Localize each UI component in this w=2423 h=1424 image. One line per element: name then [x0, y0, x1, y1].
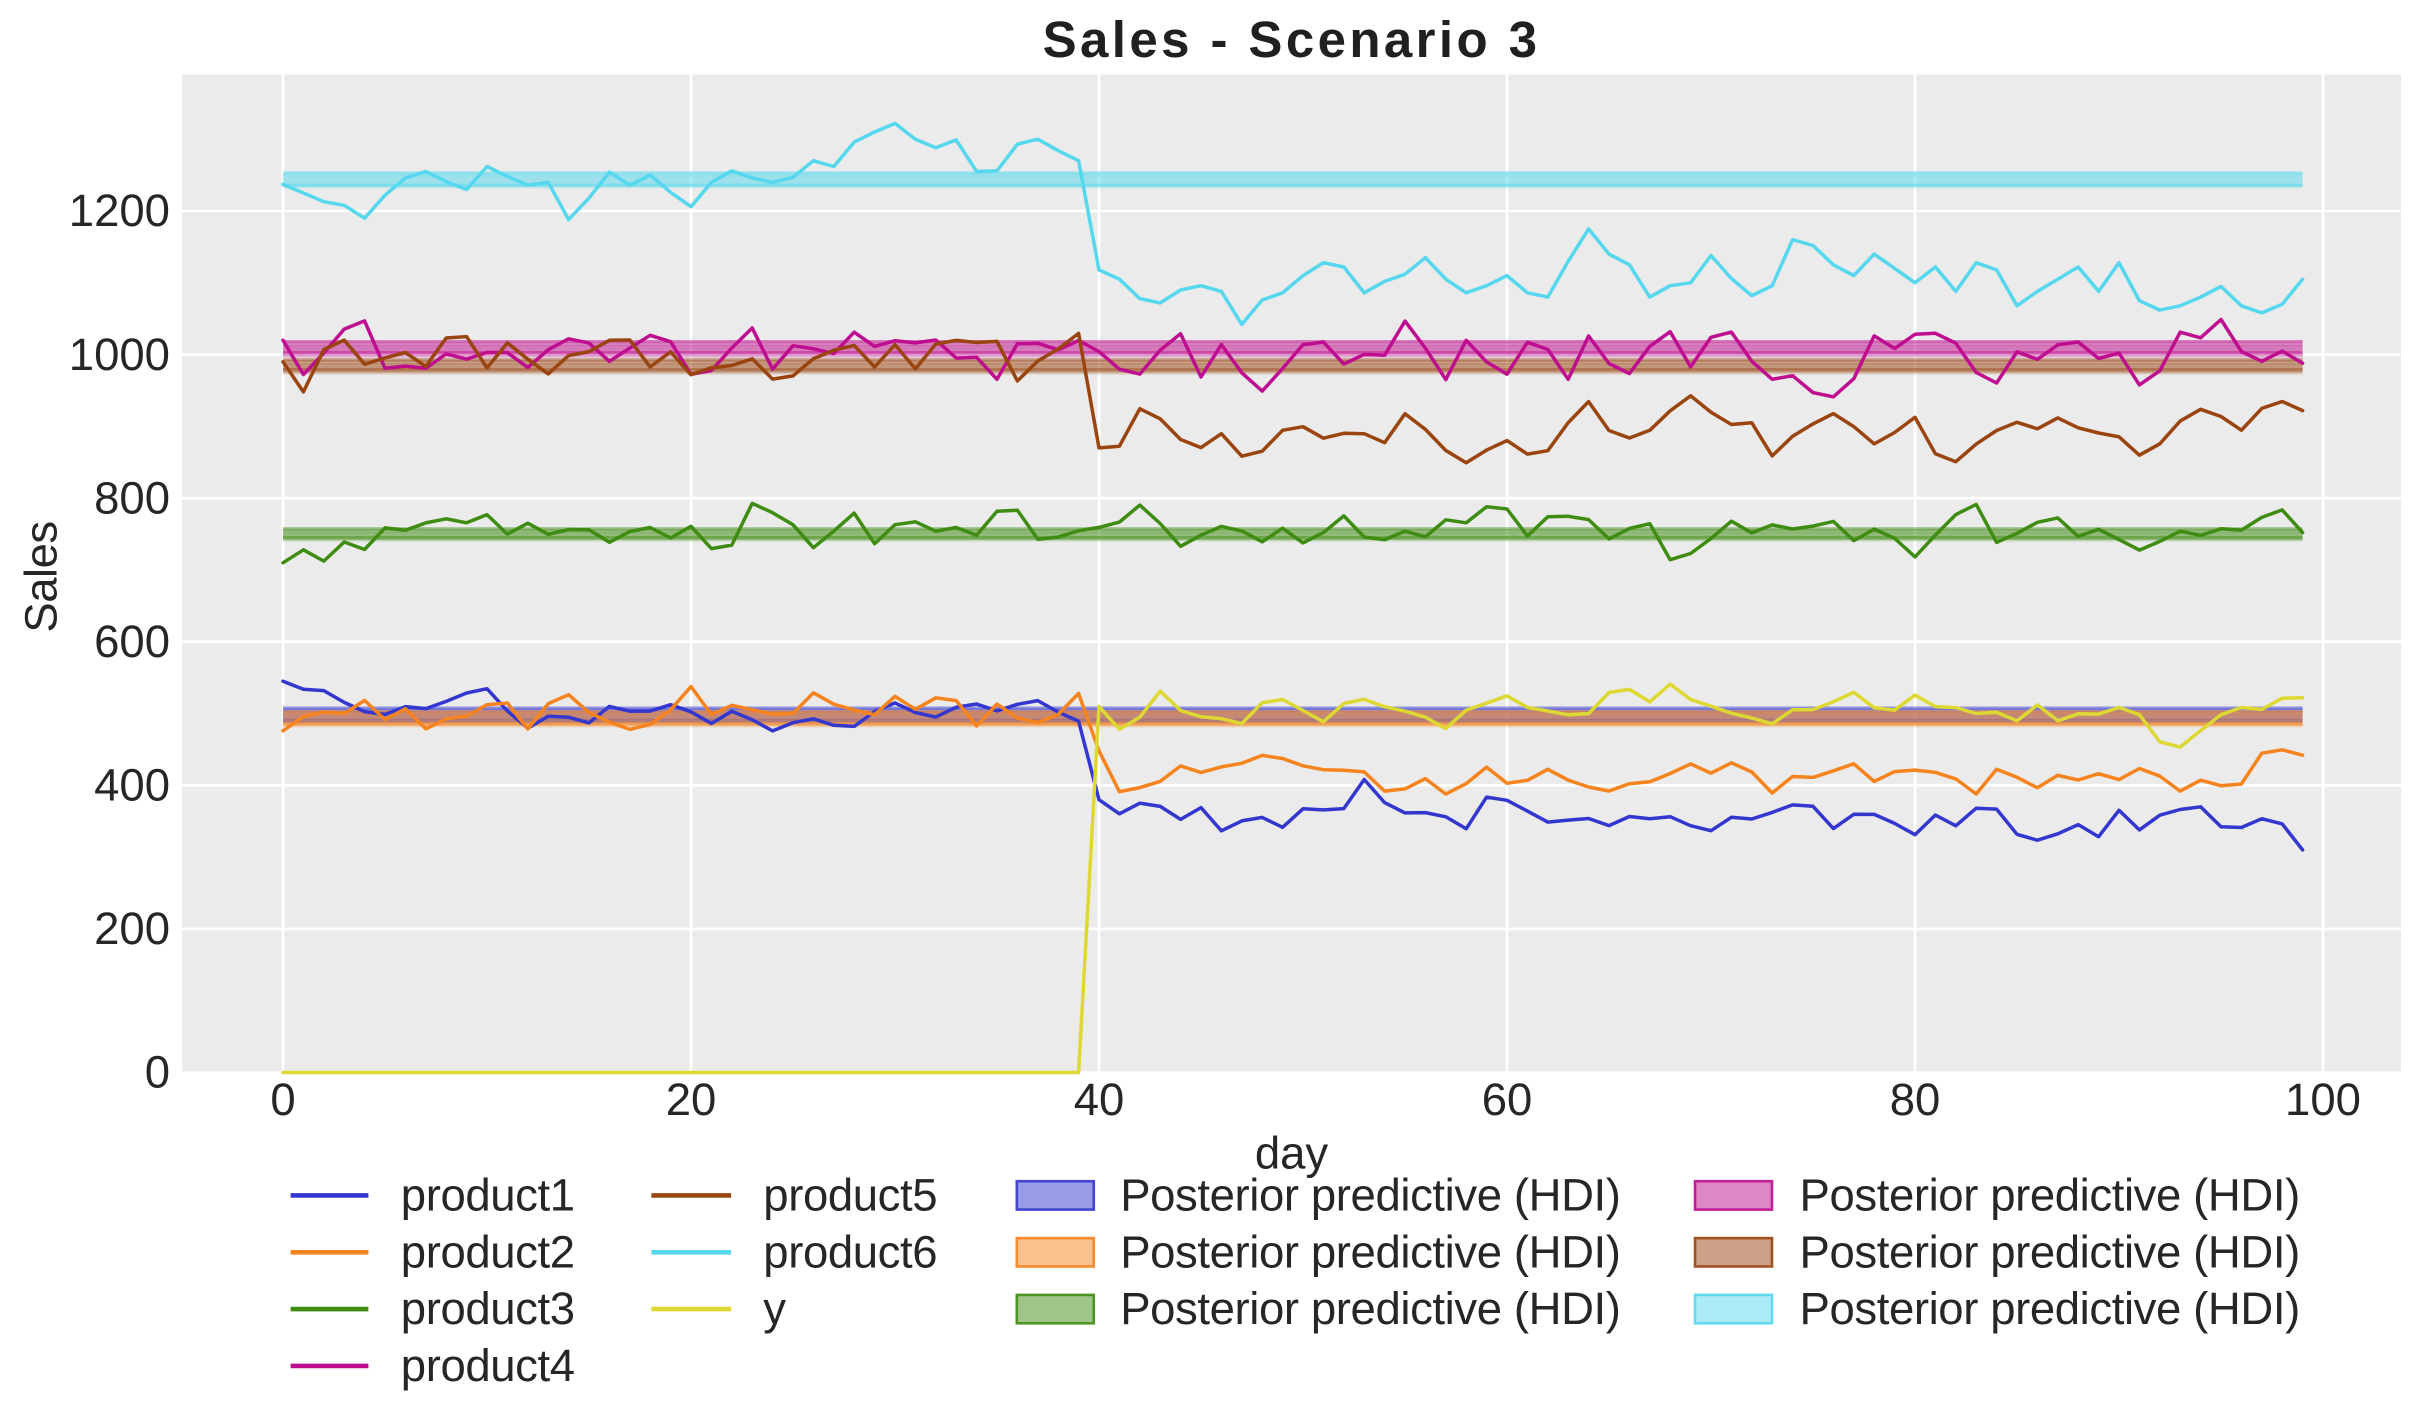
svg-text:Posterior predictive (HDI): Posterior predictive (HDI) [1800, 1169, 2300, 1220]
svg-text:product3: product3 [401, 1283, 575, 1334]
svg-text:0: 0 [145, 1047, 170, 1098]
svg-text:600: 600 [94, 616, 170, 667]
svg-text:1200: 1200 [69, 185, 170, 236]
svg-text:60: 60 [1482, 1074, 1533, 1125]
svg-text:Posterior predictive (HDI): Posterior predictive (HDI) [1120, 1169, 1620, 1220]
svg-text:Posterior predictive (HDI): Posterior predictive (HDI) [1120, 1283, 1620, 1334]
svg-text:100: 100 [2285, 1074, 2361, 1125]
svg-text:200: 200 [94, 903, 170, 954]
svg-text:80: 80 [1890, 1074, 1941, 1125]
svg-text:0: 0 [270, 1074, 295, 1125]
svg-text:Sales - Scenario 3: Sales - Scenario 3 [1043, 11, 1541, 68]
svg-text:Posterior predictive (HDI): Posterior predictive (HDI) [1800, 1226, 2300, 1277]
svg-text:Sales: Sales [16, 521, 67, 632]
svg-text:product5: product5 [763, 1169, 937, 1220]
svg-text:800: 800 [94, 472, 170, 523]
svg-text:product2: product2 [401, 1226, 575, 1277]
svg-text:20: 20 [666, 1074, 717, 1125]
svg-text:product6: product6 [763, 1226, 937, 1277]
svg-text:day: day [1255, 1127, 1329, 1178]
svg-text:product4: product4 [401, 1340, 575, 1391]
svg-text:1000: 1000 [69, 329, 170, 380]
svg-text:y: y [763, 1283, 786, 1334]
svg-text:400: 400 [94, 760, 170, 811]
svg-text:Posterior predictive (HDI): Posterior predictive (HDI) [1800, 1283, 2300, 1334]
svg-text:Posterior predictive (HDI): Posterior predictive (HDI) [1120, 1226, 1620, 1277]
svg-text:product1: product1 [401, 1169, 575, 1220]
svg-text:40: 40 [1074, 1074, 1125, 1125]
